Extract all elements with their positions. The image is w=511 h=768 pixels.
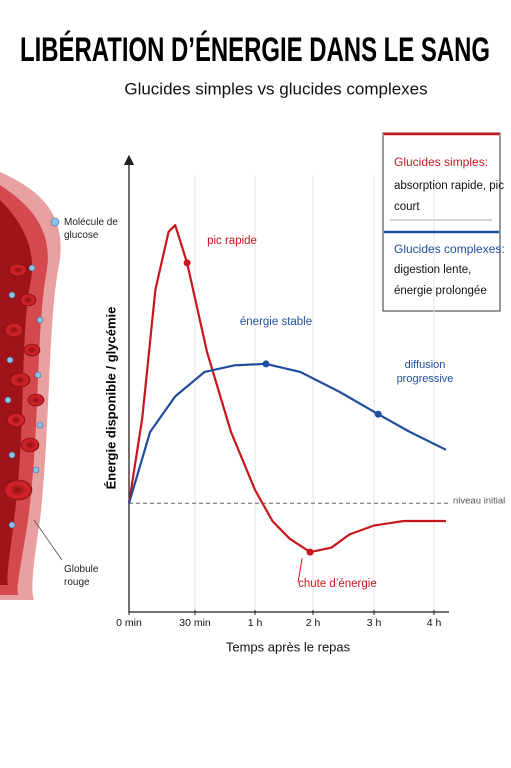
- y-axis-label: Énergie disponible / glycémie: [103, 307, 118, 490]
- x-tick-label: 4 h: [427, 617, 442, 629]
- title: LIBÉRATION D’ÉNERGIE DANS LE SANG: [20, 31, 490, 69]
- x-axis-label: Temps après le repas: [226, 639, 351, 654]
- illustration-label: Globule rouge: [64, 564, 99, 588]
- legend-name: Glucides simples:: [394, 155, 488, 169]
- reference-label: niveau initial: [453, 496, 505, 507]
- line-series: [127, 224, 446, 554]
- legend-description: absorption rapide, pic court: [394, 180, 504, 213]
- vessel-illustration: [0, 172, 63, 600]
- annotation-leader: [297, 558, 303, 583]
- annotation: énergie stable: [240, 316, 312, 328]
- illustration-label: Molécule de glucose: [64, 217, 118, 241]
- annotation: pic rapide: [207, 235, 257, 247]
- subtitle: Glucides simples vs glucides complexes: [124, 79, 427, 98]
- legend-name: Glucides complexes:: [394, 242, 505, 256]
- annotation: chute d’énergie: [298, 578, 377, 590]
- point-marker: [183, 259, 191, 267]
- x-tick-label: 0 min: [116, 617, 142, 629]
- x-tick-label: 1 h: [248, 617, 263, 629]
- point-marker: [306, 548, 314, 556]
- x-tick-label: 3 h: [367, 617, 382, 629]
- annotation: diffusion progressive: [396, 359, 454, 385]
- point-marker: [374, 410, 382, 418]
- legend-description: digestion lente, énergie prolongée: [394, 264, 487, 297]
- x-tick-label: 30 min: [179, 617, 211, 629]
- point-marker: [262, 360, 270, 368]
- legend-box: [382, 132, 501, 312]
- x-tick-label: 2 h: [306, 617, 321, 629]
